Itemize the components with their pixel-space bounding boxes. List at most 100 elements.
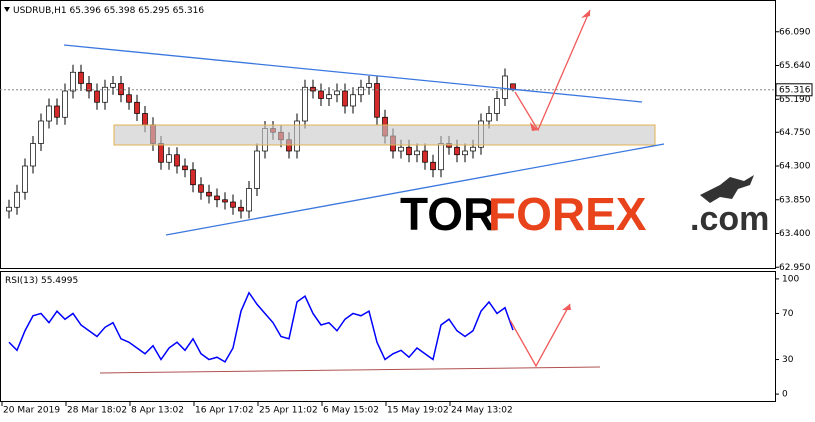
candle-body (238, 206, 244, 212)
candle-body (342, 90, 348, 107)
candle-body (302, 86, 308, 122)
rsi-value: 55.4995 (41, 276, 78, 286)
rsi-y-tick-label: 30 (782, 355, 794, 365)
drawings (63, 9, 665, 374)
trendline-upper (63, 44, 643, 103)
candle-body (374, 83, 380, 118)
x-tick-label: 20 Mar 2019 (3, 406, 60, 416)
candle-body (62, 90, 68, 118)
y-tick-label: 63.400 (779, 229, 811, 239)
candle-body (358, 86, 364, 96)
candle-body (6, 206, 12, 212)
candle-body (78, 71, 84, 84)
header-low: 65.295 (138, 6, 170, 16)
y-tick-label: 64.300 (779, 162, 811, 172)
y-tick-label: 62.950 (779, 263, 811, 273)
watermark: TOR FOREX .com (400, 175, 769, 240)
candle-body (46, 105, 52, 122)
price-tag (775, 83, 813, 97)
candle-body (198, 184, 204, 193)
rsi-header: RSI(13) 55.4995 (5, 276, 78, 286)
candle-body (126, 94, 132, 103)
symbol: USDRUB,H1 (13, 6, 67, 16)
candle-body (462, 150, 468, 156)
rsi-y-tick-label: 70 (782, 309, 794, 319)
zone (113, 124, 656, 146)
candle-body (118, 83, 124, 96)
candle-body (94, 90, 100, 103)
rsi-name: RSI(13) (5, 276, 38, 286)
rsi-y-tick-label: 100 (782, 274, 799, 284)
rsi-forecast-arrow (509, 303, 571, 368)
rsi-line (8, 291, 514, 363)
candle-body (414, 150, 420, 156)
candle-body (486, 113, 492, 122)
candle-body (334, 90, 340, 96)
header-open: 65.396 (69, 6, 101, 16)
candle-body (30, 143, 36, 167)
candle-body (22, 165, 28, 193)
x-tick-label: 8 Apr 13:02 (131, 406, 184, 416)
candle-body (502, 75, 508, 99)
x-tick-label: 24 May 13:02 (451, 406, 513, 416)
candle-body (142, 113, 148, 126)
candle-body (70, 71, 76, 92)
rsi-arrow-head (562, 304, 571, 310)
trendline-lower (165, 143, 665, 236)
candle-body (86, 83, 92, 92)
y-tick-label: 66.090 (779, 27, 811, 37)
candle-body (422, 150, 428, 163)
watermark-bull (700, 175, 754, 203)
header-close: 65.316 (173, 6, 205, 16)
watermark-tor: TOR (400, 188, 496, 240)
candle-body (350, 94, 356, 107)
candle-body (190, 169, 196, 186)
rsi-pane (0, 271, 776, 402)
candle-body (158, 143, 164, 163)
header-high: 65.398 (104, 6, 136, 16)
candle-body (310, 86, 316, 92)
x-tick-label: 28 Mar 18:02 (67, 406, 127, 416)
watermark-com: .com (690, 200, 769, 238)
x-tick-label: 25 Apr 11:02 (259, 406, 318, 416)
y-tick-label: 65.640 (779, 61, 811, 71)
forecast-arrow (514, 9, 591, 132)
header-text: USDRUB,H1 65.396 65.398 65.295 65.316 (13, 6, 204, 16)
candle-body (254, 150, 260, 189)
candle-body (14, 191, 20, 208)
candle-body (182, 165, 188, 171)
candle-body (366, 83, 372, 88)
y-tick-label: 65.190 (779, 95, 811, 105)
candle-body (318, 90, 324, 99)
candle-body (174, 154, 180, 167)
candle-body (102, 86, 108, 103)
y-tick-label: 64.750 (779, 128, 811, 138)
candle-body (230, 201, 236, 208)
x-tick-label: 16 Apr 17:02 (195, 406, 254, 416)
candle-body (166, 154, 172, 163)
header: USDRUB,H1 65.396 65.398 65.295 65.316 RS… (4, 6, 204, 286)
candle-body (454, 146, 460, 156)
candle-body (398, 146, 404, 152)
candle-body (38, 120, 44, 144)
candle-body (206, 191, 212, 197)
price-tag-label: 65.316 (779, 85, 811, 95)
candle-body (494, 98, 500, 114)
x-tick-label: 6 May 15:02 (323, 406, 379, 416)
x-tick-label: 15 May 19:02 (387, 406, 449, 416)
candle-body (134, 101, 140, 114)
candle-body (222, 199, 228, 203)
candle-body (470, 146, 476, 152)
rsi-trendline (99, 366, 601, 374)
candle-body (326, 94, 332, 99)
y-tick-label: 63.850 (779, 195, 811, 205)
candle-body (406, 146, 412, 156)
candle-body (54, 105, 60, 118)
arrow-heads (530, 10, 590, 131)
header-icon (4, 7, 10, 12)
candle-body (430, 161, 436, 171)
watermark-forex: FOREX (488, 188, 647, 240)
candle-body (438, 143, 444, 171)
candle-body (214, 195, 220, 201)
